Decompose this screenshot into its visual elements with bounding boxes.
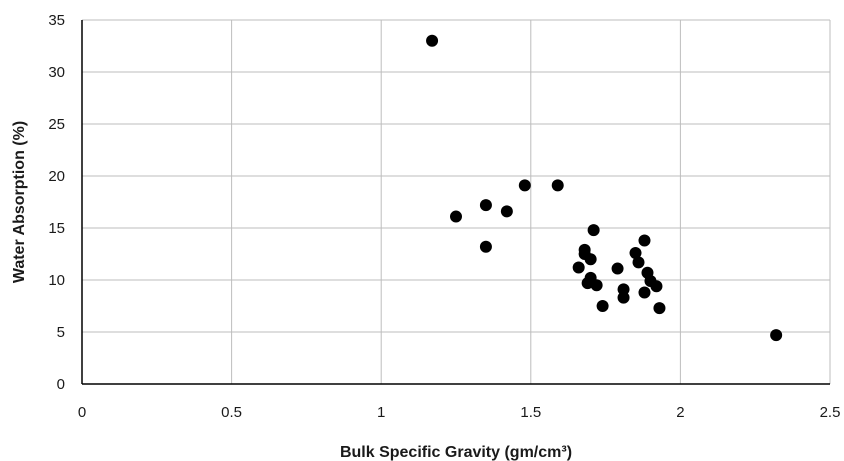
y-tick-label: 35 bbox=[48, 12, 65, 29]
y-tick-label: 5 bbox=[57, 324, 65, 341]
x-axis-title: Bulk Specific Gravity (gm/cm³) bbox=[340, 444, 572, 461]
data-point bbox=[518, 179, 531, 192]
grid bbox=[82, 19, 831, 384]
x-tick-label: 1.5 bbox=[520, 404, 541, 421]
data-point bbox=[770, 329, 783, 342]
y-tick-label: 20 bbox=[48, 168, 65, 185]
y-tick-label: 0 bbox=[57, 376, 65, 393]
data-point bbox=[551, 179, 564, 192]
data-point bbox=[617, 291, 630, 304]
x-tick-label: 0 bbox=[78, 404, 86, 421]
y-tick-label: 25 bbox=[48, 116, 65, 133]
data-point bbox=[500, 205, 513, 218]
data-point bbox=[450, 210, 462, 223]
data-point bbox=[650, 280, 663, 293]
y-tick-label: 15 bbox=[48, 220, 65, 237]
data-point bbox=[587, 224, 600, 237]
x-tick-labels: 0 0.5 1 1.5 2 2.5 bbox=[78, 404, 841, 421]
data-point bbox=[596, 300, 609, 312]
data-point bbox=[632, 256, 645, 269]
data-point bbox=[479, 199, 492, 212]
data-point bbox=[611, 262, 624, 275]
data-point bbox=[629, 246, 642, 259]
data-point bbox=[426, 34, 439, 47]
x-tick-label: 1 bbox=[377, 404, 385, 421]
axes bbox=[81, 20, 830, 385]
data-point bbox=[653, 302, 666, 315]
data-point bbox=[479, 240, 492, 253]
data-point bbox=[638, 286, 651, 299]
y-tick-label: 10 bbox=[48, 272, 65, 289]
y-tick-label: 30 bbox=[48, 64, 65, 81]
data-point bbox=[584, 253, 597, 266]
x-tick-label: 2 bbox=[676, 404, 684, 421]
x-tick-label: 0.5 bbox=[221, 404, 242, 421]
data-point bbox=[638, 234, 651, 247]
y-axis-title: Water Absorption (%) bbox=[11, 121, 28, 283]
data-point bbox=[572, 261, 585, 274]
data-points bbox=[426, 34, 783, 342]
data-point bbox=[617, 283, 630, 296]
data-point bbox=[590, 279, 603, 292]
y-tick-labels: 0 5 10 15 20 25 30 35 bbox=[48, 12, 65, 393]
x-tick-label: 2.5 bbox=[820, 404, 841, 421]
